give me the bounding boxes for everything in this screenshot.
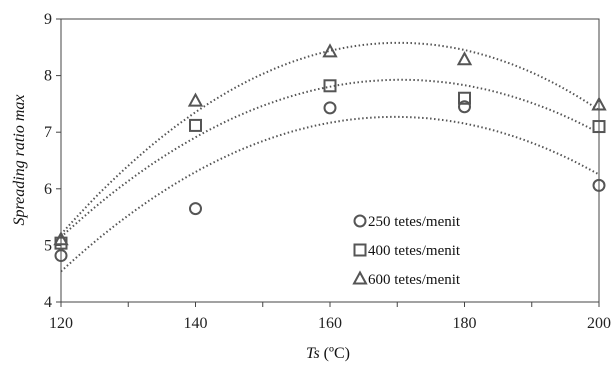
data-point-triangle <box>456 51 473 66</box>
y-tick-label: 5 <box>44 237 52 254</box>
x-tick-label: 140 <box>184 315 208 332</box>
legend: 250 tetes/menit 400 tetes/menit 600 tetes/… <box>352 214 461 288</box>
data-point-square <box>323 79 337 93</box>
plot-border <box>60 18 600 303</box>
data-point-circle <box>54 249 68 263</box>
legend-label: 600 tetes/menit <box>368 272 461 288</box>
axis-ticks: 4 5 6 7 8 9 120 140 160 180 200 <box>44 11 611 332</box>
x-axis-title-main: Ts <box>306 345 320 362</box>
data-point-circle <box>323 101 337 115</box>
data-point-triangle <box>187 92 204 107</box>
data-markers <box>53 43 607 263</box>
y-axis-title: Spreading ratio max <box>11 95 28 226</box>
trendlines <box>60 41 600 273</box>
data-point-triangle <box>322 43 338 58</box>
y-tick-label: 4 <box>44 294 52 311</box>
data-point-circle <box>189 202 202 216</box>
data-point-triangle <box>591 96 607 111</box>
x-tick-label: 180 <box>453 315 477 332</box>
x-axis-title: Ts (ºC) <box>306 345 350 362</box>
y-tick-label: 8 <box>44 68 52 85</box>
trendline-square <box>60 78 600 238</box>
x-tick-label: 160 <box>318 315 342 332</box>
legend-marker-square <box>353 243 367 257</box>
legend-label: 250 tetes/menit <box>368 214 461 230</box>
y-tick-label: 7 <box>44 124 52 141</box>
data-point-triangle <box>53 231 69 246</box>
data-point-square <box>189 118 202 132</box>
legend-marker-triangle <box>352 270 368 285</box>
plot-area <box>60 18 600 303</box>
data-point-square <box>592 120 606 134</box>
trendline-circle <box>60 115 600 273</box>
x-tick-label: 120 <box>49 315 73 332</box>
data-point-circle <box>458 100 471 114</box>
x-tick-label: 200 <box>587 315 611 332</box>
legend-marker-circle <box>353 214 367 228</box>
legend-label: 400 tetes/menit <box>368 243 461 259</box>
x-axis-title-unit: (ºC) <box>320 345 350 362</box>
trendline-triangle <box>60 41 600 236</box>
data-point-circle <box>592 178 606 192</box>
data-point-square <box>458 91 471 105</box>
y-tick-label: 6 <box>44 181 52 198</box>
y-tick-label: 9 <box>44 11 52 28</box>
